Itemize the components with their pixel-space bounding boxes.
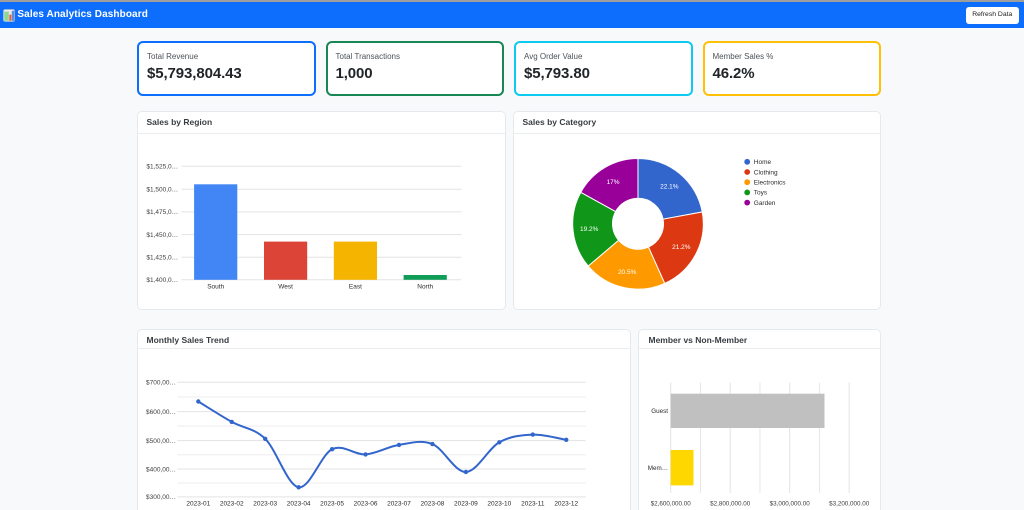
svg-text:2023-06: 2023-06	[354, 501, 378, 508]
svg-text:2023-07: 2023-07	[387, 501, 411, 508]
svg-text:2023-10: 2023-10	[487, 501, 511, 508]
svg-text:2023-04: 2023-04	[287, 501, 311, 508]
svg-text:$1,425,0…: $1,425,0…	[146, 255, 178, 262]
svg-text:2023-01: 2023-01	[186, 501, 210, 508]
svg-text:$2,600,000.00: $2,600,000.00	[651, 501, 692, 508]
svg-text:South: South	[207, 284, 224, 291]
svg-text:Electronics: Electronics	[754, 180, 786, 187]
svg-text:$500,00…: $500,00…	[146, 438, 176, 445]
svg-text:Clothing: Clothing	[754, 169, 778, 176]
svg-text:2023-03: 2023-03	[253, 501, 277, 508]
svg-text:2023-09: 2023-09	[454, 501, 478, 508]
svg-text:$2,800,000.00: $2,800,000.00	[710, 501, 751, 508]
svg-text:$3,200,000.00: $3,200,000.00	[829, 501, 870, 508]
svg-text:Guest: Guest	[652, 409, 669, 416]
svg-text:$1,450,0…: $1,450,0…	[146, 232, 178, 239]
svg-text:West: West	[278, 284, 293, 291]
svg-text:2023-08: 2023-08	[421, 501, 445, 508]
svg-text:2023-02: 2023-02	[220, 501, 244, 508]
svg-text:$1,500,0…: $1,500,0…	[146, 187, 178, 194]
svg-text:$1,525,0…: $1,525,0…	[146, 164, 178, 171]
svg-text:17%: 17%	[607, 179, 620, 186]
svg-text:East: East	[349, 284, 362, 291]
svg-text:$3,000,000.00: $3,000,000.00	[770, 501, 811, 508]
svg-text:$1,400,0…: $1,400,0…	[146, 277, 178, 284]
svg-text:$1,475,0…: $1,475,0…	[146, 209, 178, 216]
svg-text:19.2%: 19.2%	[580, 226, 599, 233]
svg-text:$700,00…: $700,00…	[146, 380, 176, 387]
svg-text:20.5%: 20.5%	[618, 269, 637, 276]
svg-text:Mem…: Mem…	[648, 465, 668, 472]
svg-text:$300,00…: $300,00…	[146, 495, 176, 502]
svg-text:21.2%: 21.2%	[672, 244, 691, 251]
svg-text:2023-11: 2023-11	[521, 501, 545, 508]
svg-text:2023-12: 2023-12	[554, 501, 578, 508]
svg-text:Garden: Garden	[754, 200, 776, 207]
svg-text:22.1%: 22.1%	[660, 184, 679, 191]
svg-text:2023-05: 2023-05	[320, 501, 344, 508]
svg-text:$600,00…: $600,00…	[146, 409, 176, 416]
svg-text:Home: Home	[754, 159, 772, 166]
svg-text:Toys: Toys	[754, 190, 768, 197]
svg-text:North: North	[417, 284, 433, 291]
svg-text:$400,00…: $400,00…	[146, 467, 176, 474]
